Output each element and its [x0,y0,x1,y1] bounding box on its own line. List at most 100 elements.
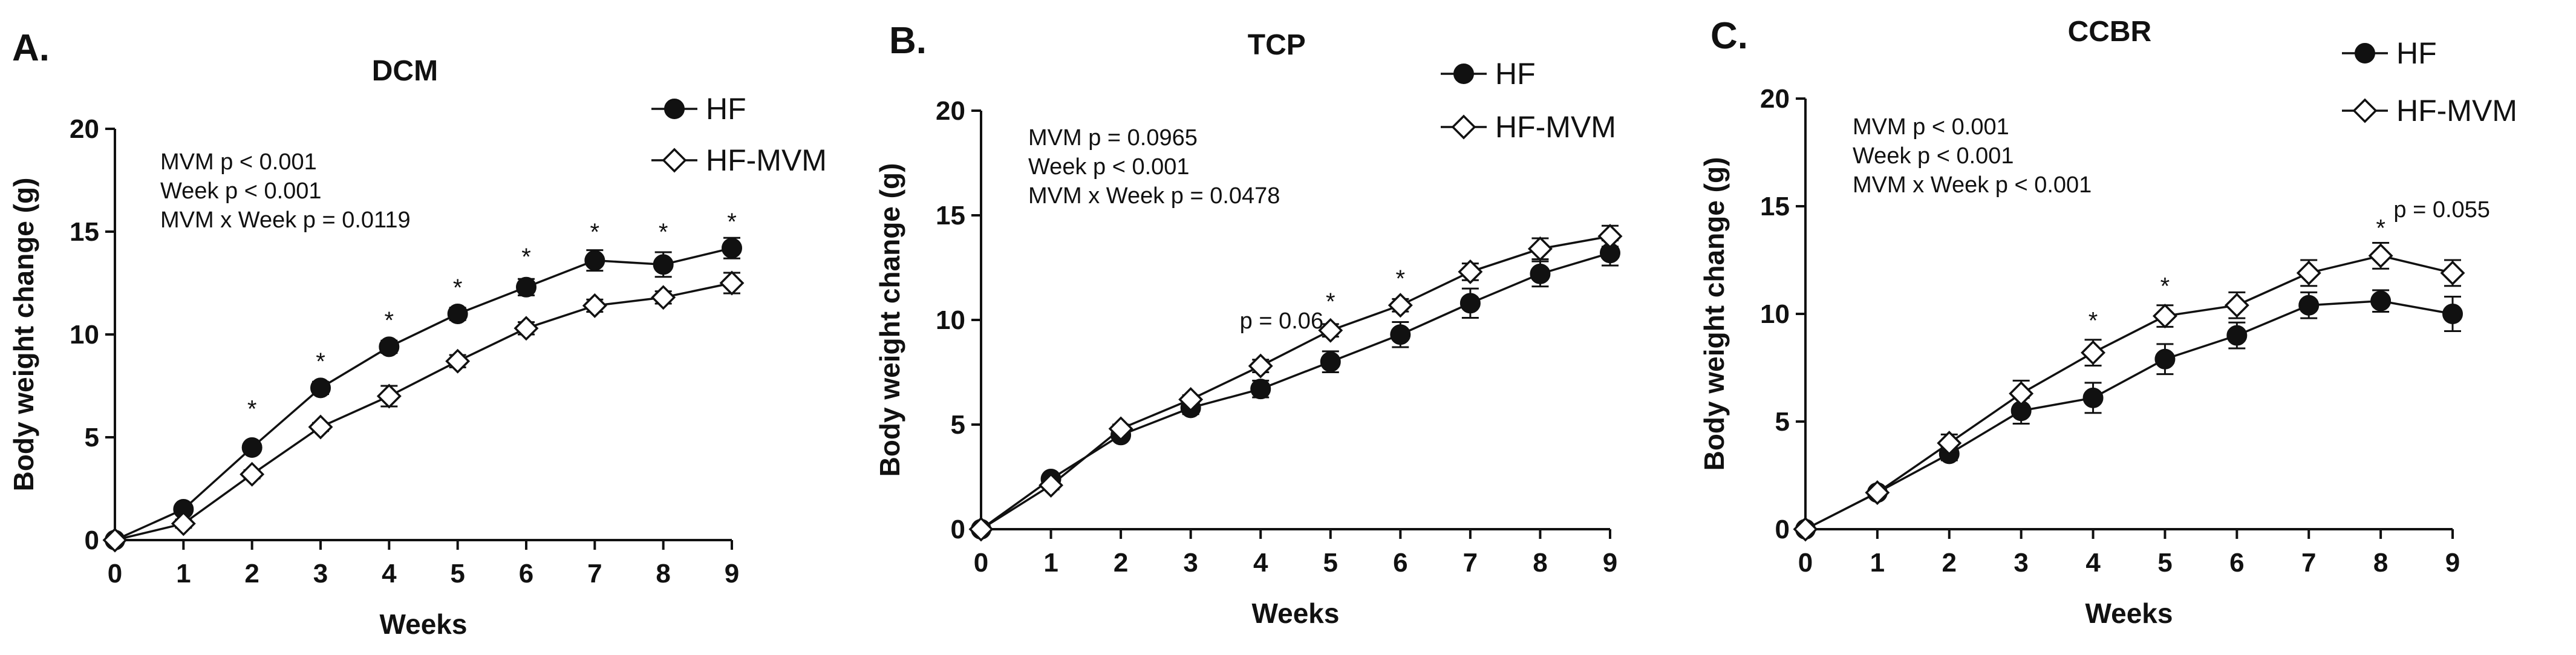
legend-item-hf: HF [1441,57,1536,91]
data-point [1178,387,1204,412]
significance-star: * [2376,215,2385,242]
panel-letter: A. [12,27,50,69]
legend-marker [1453,64,1474,84]
chart-panel-ccbr: C. CCBR 0 1 2 3 4 5 6 7 8 9 0 5 10 15 20 Weeks Body weight… [1698,15,2517,629]
legend-marker [2355,43,2375,64]
stats-line: Week p < 0.001 [160,178,322,204]
data-point [1458,259,1483,284]
x-tick-label: 9 [725,559,739,588]
y-tick-label: 10 [70,320,99,350]
series-hf-mvm [102,270,745,553]
data-point [584,250,605,271]
x-tick-label: 7 [2301,548,2316,578]
stats-line: MVM p < 0.001 [160,149,317,175]
y-axis-label: Body weight change (g) [8,178,39,492]
x-tick-label: 8 [656,559,670,588]
data-point [2296,260,2321,285]
x-tick-label: 4 [1253,548,1268,578]
x-tick-label: 1 [176,559,191,588]
data-point [241,437,262,458]
x-tick-label: 2 [244,559,259,588]
significance-star: * [659,219,668,246]
data-point [2368,243,2393,269]
stats-line: Week p < 0.001 [1853,143,2014,169]
data-point [1530,263,1551,284]
data-point [447,304,468,324]
data-point [2226,325,2248,346]
y-tick-label: 20 [936,96,965,126]
data-point [1108,416,1133,442]
data-point [102,527,128,553]
series-hf [1795,289,2463,539]
x-tick-label: 8 [1533,548,1547,578]
data-point [1793,517,1818,542]
x-tick-label: 6 [1393,548,1407,578]
panel-letter: C. [1710,15,1748,57]
data-point [171,511,196,536]
data-point [2224,293,2249,318]
data-point [240,461,265,487]
x-tick-label: 1 [1043,548,1058,578]
legend-marker [1451,114,1476,140]
y-tick-label: 5 [1775,407,1790,437]
series-hf [971,240,1620,539]
significance-star: * [1326,288,1335,315]
chart-panel-tcp: B. TCP 0 1 2 3 4 5 6 7 8 9 0 5 10 15 20 Weeks Body weight … [874,20,1623,629]
data-point [2082,387,2104,408]
series-line [1805,299,2453,530]
x-tick-label: 3 [313,559,328,588]
stats-line: MVM x Week p = 0.0478 [1028,183,1280,209]
legend-item-hf-mvm: HF-MVM [1441,110,1616,144]
data-point [445,348,471,374]
chart-panel-dcm: A. DCM 0 1 2 3 4 5 6 7 8 9 0 5 10 15 20 Weeks Body weight … [8,27,827,640]
y-tick-label: 15 [936,201,965,230]
data-point [310,377,331,399]
stats-line: Week p < 0.001 [1028,154,1190,180]
y-tick-label: 0 [951,515,965,544]
series-line [980,235,1611,530]
data-point [516,276,536,298]
legend-label: HF [706,92,746,126]
data-point [2152,304,2177,329]
x-tick-label: 3 [2014,548,2028,578]
data-point [514,316,539,341]
data-point [1865,480,1890,505]
data-point [1039,472,1064,498]
data-point [308,414,333,440]
series-line [1805,255,2453,530]
x-tick-label: 5 [450,559,465,588]
x-tick-label: 6 [519,559,533,588]
data-point [651,285,676,310]
data-point [376,383,402,409]
y-tick-label: 5 [85,423,99,452]
y-tick-label: 5 [951,410,965,440]
data-point [1318,318,1343,343]
x-axis-label: Weeks [2085,598,2173,629]
data-point [1390,324,1411,345]
x-tick-label: 8 [2373,548,2388,578]
legend-label: HF [2396,36,2437,70]
stats-line: MVM p < 0.001 [1853,114,2009,140]
series-line [980,252,1611,530]
significance-star: * [247,396,257,422]
significance-star: * [316,348,325,375]
data-point [722,238,742,259]
series-hf [105,236,742,550]
x-axis-label: Weeks [1252,598,1340,629]
data-point [2009,381,2034,406]
data-point [653,254,674,275]
legend-item-hf-mvm: HF-MVM [2342,94,2517,128]
data-point [1937,431,1962,456]
stats-line: MVM x Week p = 0.0119 [160,207,411,233]
data-point [2298,295,2320,316]
data-point [1320,351,1341,373]
significance-star: * [2089,308,2098,334]
y-tick-label: 0 [85,526,99,555]
x-axis-label: Weeks [380,608,468,640]
legend-item-hf: HF [651,92,746,126]
legend-label: HF-MVM [706,143,827,177]
legend-marker [662,148,687,173]
y-tick-label: 0 [1775,515,1790,544]
x-tick-label: 5 [1323,548,1338,578]
